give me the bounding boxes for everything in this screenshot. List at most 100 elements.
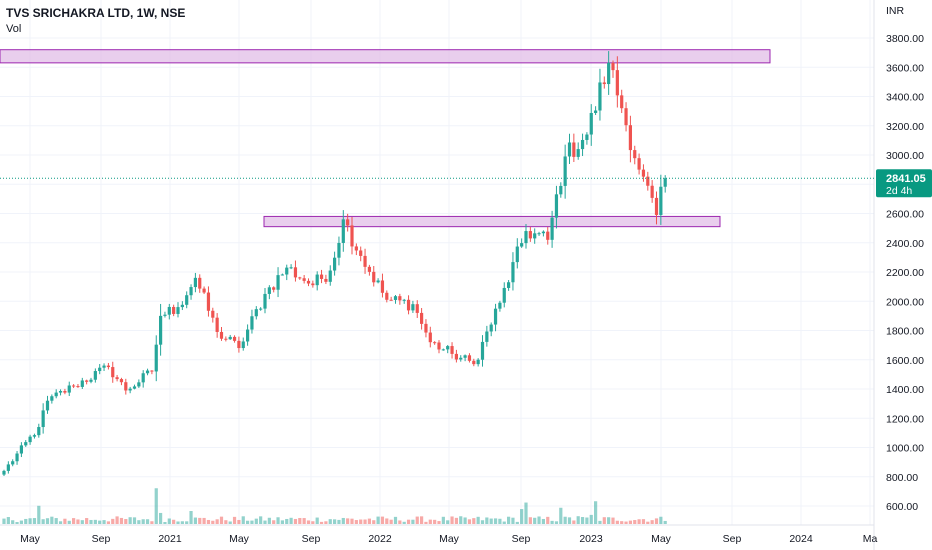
candle (454, 349, 458, 363)
candle (398, 293, 402, 305)
volume-bar (420, 516, 424, 524)
candle-body (2, 470, 6, 475)
candle-body (454, 353, 458, 360)
candle (185, 291, 189, 309)
price-tick-label: 2000.00 (886, 296, 924, 308)
candle-body (450, 346, 454, 354)
candle (624, 102, 628, 132)
volume-bar (58, 521, 63, 524)
candle (380, 273, 385, 298)
candle (446, 344, 450, 354)
candle (224, 336, 228, 342)
volume-bar (607, 517, 611, 524)
candle (15, 451, 19, 465)
time-tick-label: Sep (302, 533, 321, 545)
candle (254, 306, 258, 320)
candle (554, 185, 559, 229)
currency-label: INR (886, 5, 905, 17)
candle-body (594, 110, 598, 113)
candle-body (41, 410, 45, 428)
volume-bar (433, 519, 437, 524)
candle-body (76, 386, 80, 388)
volume-bar (237, 519, 241, 524)
symbol-title[interactable]: TVS SRICHAKRA LTD, 1W, NSE (6, 6, 186, 20)
candle-body (367, 266, 371, 272)
time-tick-label: May (20, 533, 41, 545)
volume-bar (106, 521, 110, 524)
volume-bar (72, 518, 76, 524)
volume-bar (376, 516, 380, 524)
time-tick-label: Sep (723, 533, 742, 545)
candle (111, 361, 115, 383)
candle (385, 290, 389, 303)
candle-body (428, 332, 432, 343)
candle (507, 280, 511, 291)
price-tick-label: 2200.00 (886, 267, 924, 279)
candle (172, 304, 176, 317)
candle (359, 246, 363, 262)
candle (24, 440, 28, 447)
candle-body (624, 108, 628, 126)
candle-body (193, 277, 197, 288)
volume-bar (415, 516, 419, 524)
volume-bar (472, 518, 476, 524)
candle (620, 89, 624, 114)
volume-bar (502, 521, 506, 524)
candle (406, 295, 411, 315)
candle-body (633, 150, 637, 159)
candle-body (246, 329, 250, 342)
candle (119, 377, 124, 386)
candle-body (224, 338, 228, 340)
volume-bar (507, 516, 511, 524)
candle (298, 276, 302, 280)
candle (63, 388, 67, 395)
candle-body (493, 308, 498, 325)
candle (607, 51, 611, 95)
candle-body (259, 308, 263, 310)
candle-body (572, 142, 576, 157)
time-axis: May Sep 2021 May Sep 2022 May Sep 2023 May Sep 2024… (20, 533, 877, 545)
volume-bar (572, 520, 576, 524)
candle (546, 227, 550, 245)
candle (594, 106, 598, 115)
time-tick-label: 2024 (789, 533, 813, 545)
candle-body (150, 370, 154, 372)
candle-body (337, 242, 341, 258)
candle-body (420, 312, 424, 324)
candle (376, 278, 380, 284)
candle (311, 280, 315, 288)
volume-bar (594, 501, 598, 524)
candle-body (145, 370, 150, 374)
volume-indicator-label[interactable]: Vol (6, 23, 22, 35)
candle-body (437, 342, 441, 350)
candle-body (650, 185, 654, 198)
price-tick-label: 1000.00 (886, 443, 924, 455)
candle (363, 248, 367, 274)
candle-body (163, 314, 167, 316)
candle-body (472, 360, 476, 365)
candle-body (576, 149, 580, 157)
candle (485, 325, 489, 347)
volume-bar (232, 516, 237, 524)
volume-bar (302, 518, 306, 524)
candle-body (476, 359, 480, 365)
candle (141, 370, 145, 388)
volume-bar (611, 517, 615, 524)
volume-bar (115, 516, 119, 524)
candle (237, 336, 241, 353)
candle-body (37, 427, 41, 436)
candle-body (328, 270, 332, 282)
candle (328, 265, 332, 286)
volume-bar (246, 520, 250, 524)
candle-body (298, 277, 302, 279)
candle-body (58, 390, 63, 393)
time-tick-label: Ma (863, 533, 878, 545)
candle-body (550, 217, 554, 240)
candle (163, 311, 167, 318)
volume-bar (550, 520, 554, 524)
candle (476, 358, 480, 367)
candle-body (280, 274, 284, 276)
candle-body (19, 445, 23, 454)
candle-body (620, 95, 624, 109)
